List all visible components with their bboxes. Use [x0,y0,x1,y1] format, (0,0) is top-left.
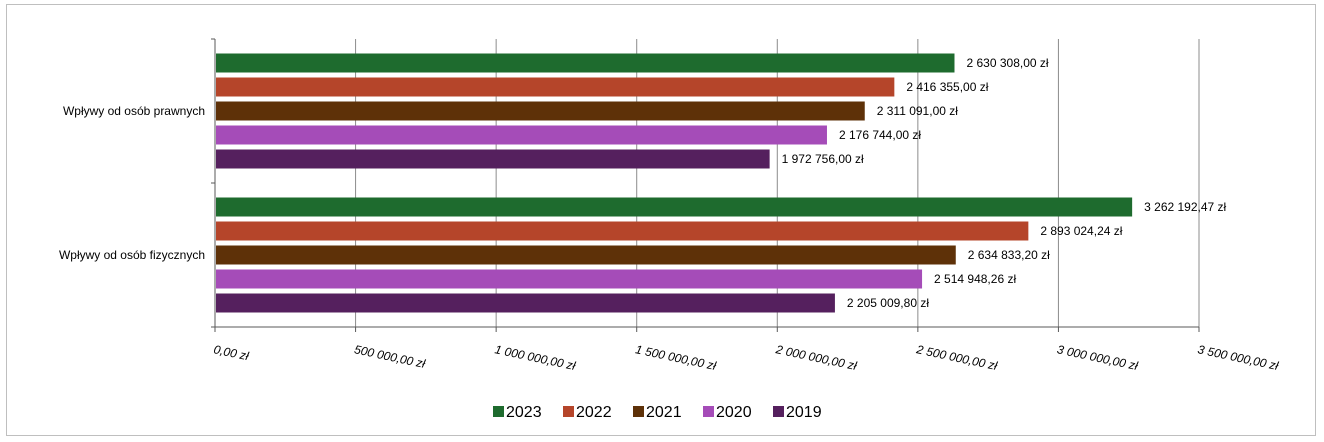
bar-2021 [216,101,865,121]
data-label: 2 205 009,80 zł [847,296,929,310]
bar-2020 [216,269,923,289]
x-tick-label: 500 000,00 zł [353,342,427,371]
legend-label: 2019 [786,404,822,421]
x-tick-label: 1 000 000,00 zł [494,342,578,373]
x-tick-label: 3 000 000,00 zł [1056,342,1140,373]
x-tick-label: 2 500 000,00 zł [914,342,998,373]
data-label: 1 972 756,00 zł [782,152,864,166]
data-label: 2 630 308,00 zł [966,56,1048,70]
bar-chart: 0,00 zł 500 000,00 zł 1 000 000,00 zł 1 500… [59,38,1280,421]
data-label: 2 176 744,00 zł [839,128,921,142]
legend-label: 2022 [576,404,612,421]
data-label: 2 514 948,26 zł [934,272,1016,286]
legend-label: 2023 [506,404,542,421]
bar-2022 [216,77,895,97]
bar-2019 [216,293,835,313]
chart-frame: 0,00 zł 500 000,00 zł 1 000 000,00 zł 1 500… [6,4,1316,436]
x-tick-label: 2 000 000,00 zł [774,342,858,373]
legend-label: 2021 [646,404,682,421]
legend-swatch-2023 [493,406,504,417]
legend-swatch-2022 [563,406,574,417]
legend-label: 2020 [716,404,752,421]
data-label: 2 634 833,20 zł [968,248,1050,262]
bar-2023 [216,197,1133,217]
data-label: 2 416 355,00 zł [906,80,988,94]
bar-2019 [216,149,770,169]
bar-2022 [216,221,1029,241]
category-label: Wpływy od osób prawnych [63,104,205,118]
data-label: 2 311 091,00 zł [877,104,959,118]
legend-swatch-2021 [633,406,644,417]
legend: 2023 2022 2021 2020 2019 [493,404,822,421]
legend-swatch-2019 [773,406,784,417]
x-tick-label: 3 500 000,00 zł [1196,342,1280,373]
axis-layer [211,38,1200,332]
data-label: 2 893 024,24 zł [1040,224,1122,238]
bar-layer [216,53,1133,313]
bar-2021 [216,245,956,265]
x-tick-label: 0,00 zł [212,342,250,363]
bar-2023 [216,53,955,73]
data-label: 3 262 192,47 zł [1144,200,1226,214]
category-label: Wpływy od osób fizycznych [59,248,205,262]
legend-swatch-2020 [703,406,714,417]
x-tick-label: 1 500 000,00 zł [634,342,718,373]
bar-2020 [216,125,827,145]
